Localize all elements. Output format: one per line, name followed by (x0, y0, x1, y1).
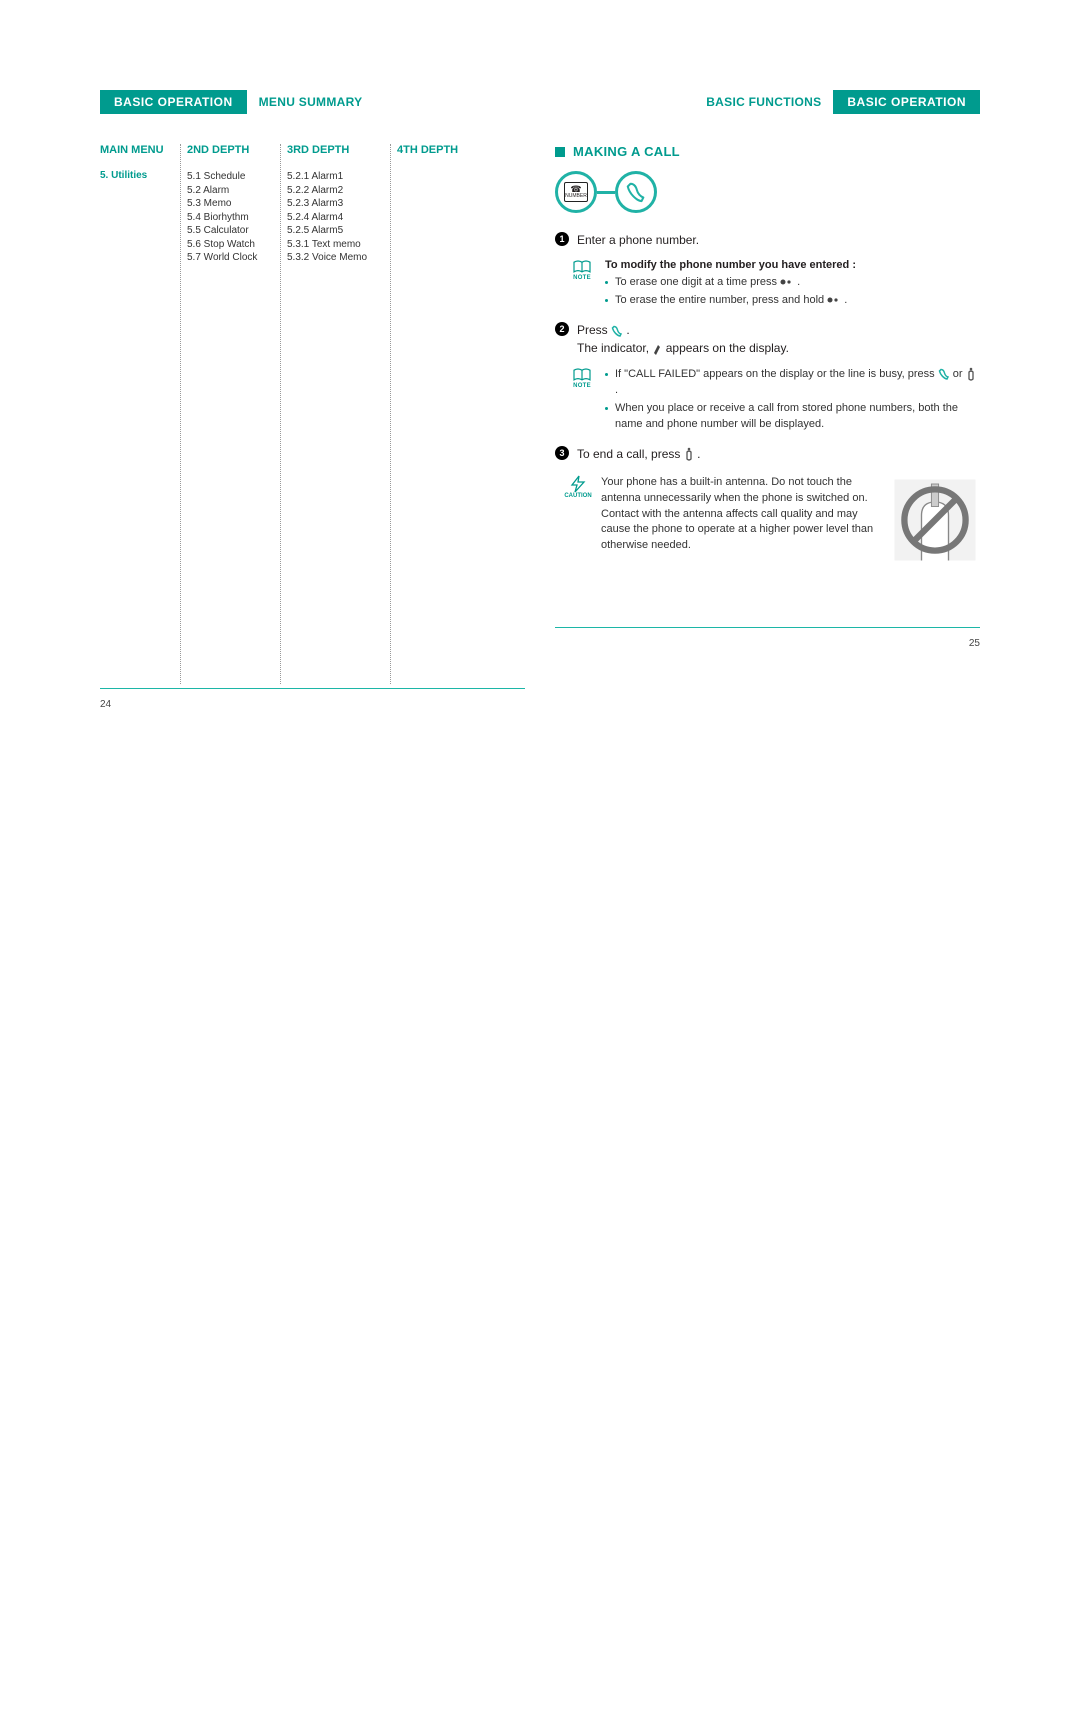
note-2-body: If "CALL FAILED" appears on the display … (605, 367, 980, 435)
d2-item: 5.6 Stop Watch (187, 238, 280, 252)
left-header: BASIC OPERATION MENU SUMMARY (100, 90, 525, 114)
note-1-item-1: To erase one digit at a time press . (605, 275, 980, 291)
col-2nd-depth: 2ND DEPTH 5.1 Schedule 5.2 Alarm 5.3 Mem… (180, 144, 280, 684)
number-key-label: NUMBER (565, 194, 587, 199)
caution-block: CAUTION Your phone has a built-in antenn… (561, 475, 980, 565)
bottom-whitespace (0, 710, 1080, 1640)
step-2: 2 Press . The indicator, appears on the … (555, 321, 980, 357)
number-key-glyph: ☎ NUMBER (564, 182, 588, 202)
d2-item: 5.3 Memo (187, 197, 280, 211)
note-2-item-2: When you place or receive a call from st… (605, 401, 980, 433)
step-3-text: To end a call, press . (577, 445, 700, 463)
number-key-icon: ☎ NUMBER (555, 171, 597, 213)
menu-summary-table: MAIN MENU 5. Utilities 2ND DEPTH 5.1 Sch… (100, 144, 525, 684)
caution-text: Your phone has a built-in antenna. Do no… (601, 475, 884, 555)
col-4th-depth: 4TH DEPTH (390, 144, 490, 684)
caution-label: CAUTION (564, 493, 591, 499)
note-badge-icon: NOTE (569, 367, 595, 435)
note-label: NOTE (573, 383, 591, 389)
end-key-icon (684, 447, 694, 461)
d2-item: 5.1 Schedule (187, 170, 280, 184)
d3-item: 5.3.1 Text memo (287, 238, 390, 252)
d3-item: 5.2.4 Alarm4 (287, 211, 390, 225)
footer-rule-right (555, 627, 980, 628)
d2-item: 5.4 Biorhythm (187, 211, 280, 225)
step-1-text: Enter a phone number. (577, 231, 699, 249)
d2-item: 5.5 Calculator (187, 224, 280, 238)
d3-item: 5.2.3 Alarm3 (287, 197, 390, 211)
caution-badge-icon: CAUTION (561, 475, 595, 499)
section-bullet-icon (555, 147, 565, 157)
note-2: NOTE If "CALL FAILED" appears on the dis… (569, 367, 980, 435)
step-1: 1 Enter a phone number. (555, 231, 980, 249)
d3-item: 5.2.5 Alarm5 (287, 224, 390, 238)
section-title-making-a-call: MAKING A CALL (555, 144, 980, 159)
note-1: NOTE To modify the phone number you have… (569, 259, 980, 311)
page-left: BASIC OPERATION MENU SUMMARY MAIN MENU 5… (100, 90, 525, 710)
subtitle-basic-functions: BASIC FUNCTIONS (694, 90, 833, 114)
step-3: 3 To end a call, press . (555, 445, 980, 463)
ribbon-basic-operation-left: BASIC OPERATION (100, 90, 247, 114)
page-number-left: 24 (100, 699, 525, 710)
end-key-icon (966, 367, 976, 381)
note-label: NOTE (573, 275, 591, 281)
d3-item: 5.2.1 Alarm1 (287, 170, 390, 184)
indicator-icon (652, 343, 662, 355)
step-2-text: Press . The indicator, appears on the di… (577, 321, 789, 357)
clr-key-icon (827, 296, 841, 304)
d2-item: 5.2 Alarm (187, 184, 280, 198)
main-entry-utilities: 5. Utilities (100, 170, 180, 181)
col-head-4th: 4TH DEPTH (397, 144, 490, 156)
step-num-1: 1 (555, 232, 569, 246)
col-main-menu: MAIN MENU 5. Utilities (100, 144, 180, 684)
book-icon (572, 367, 592, 383)
col-head-2nd: 2ND DEPTH (187, 144, 280, 156)
send-key-small-icon (611, 325, 623, 337)
col-head-main: MAIN MENU (100, 144, 180, 156)
note-badge-icon: NOTE (569, 259, 595, 311)
key-icon-row: ☎ NUMBER (555, 171, 980, 213)
note-1-title: To modify the phone number you have ente… (605, 259, 980, 271)
col-3rd-depth: 3RD DEPTH 5.2.1 Alarm1 5.2.2 Alarm2 5.2.… (280, 144, 390, 684)
page-number-right: 25 (555, 638, 980, 649)
note-1-body: To modify the phone number you have ente… (605, 259, 980, 311)
page-spread: BASIC OPERATION MENU SUMMARY MAIN MENU 5… (100, 90, 980, 710)
antenna-prohibit-icon (890, 475, 980, 565)
d3-item: 5.3.2 Voice Memo (287, 251, 390, 265)
footer-rule-left (100, 688, 525, 689)
book-icon (572, 259, 592, 275)
col-head-3rd: 3RD DEPTH (287, 144, 390, 156)
section-title-text: MAKING A CALL (573, 144, 680, 159)
page-right: BASIC FUNCTIONS BASIC OPERATION MAKING A… (555, 90, 980, 710)
call-icon (625, 181, 647, 203)
right-header: BASIC FUNCTIONS BASIC OPERATION (555, 90, 980, 114)
send-key-small-icon (938, 368, 950, 380)
note-1-item-2: To erase the entire number, press and ho… (605, 293, 980, 309)
d2-item: 5.7 World Clock (187, 251, 280, 265)
send-key-icon (615, 171, 657, 213)
subtitle-menu-summary: MENU SUMMARY (247, 90, 375, 114)
step-num-2: 2 (555, 322, 569, 336)
icon-connector (597, 191, 615, 194)
ribbon-basic-operation-right: BASIC OPERATION (833, 90, 980, 114)
d3-item: 5.2.2 Alarm2 (287, 184, 390, 198)
clr-key-icon (780, 278, 794, 286)
step-num-3: 3 (555, 446, 569, 460)
lightning-icon (568, 475, 588, 493)
note-2-item-1: If "CALL FAILED" appears on the display … (605, 367, 980, 399)
